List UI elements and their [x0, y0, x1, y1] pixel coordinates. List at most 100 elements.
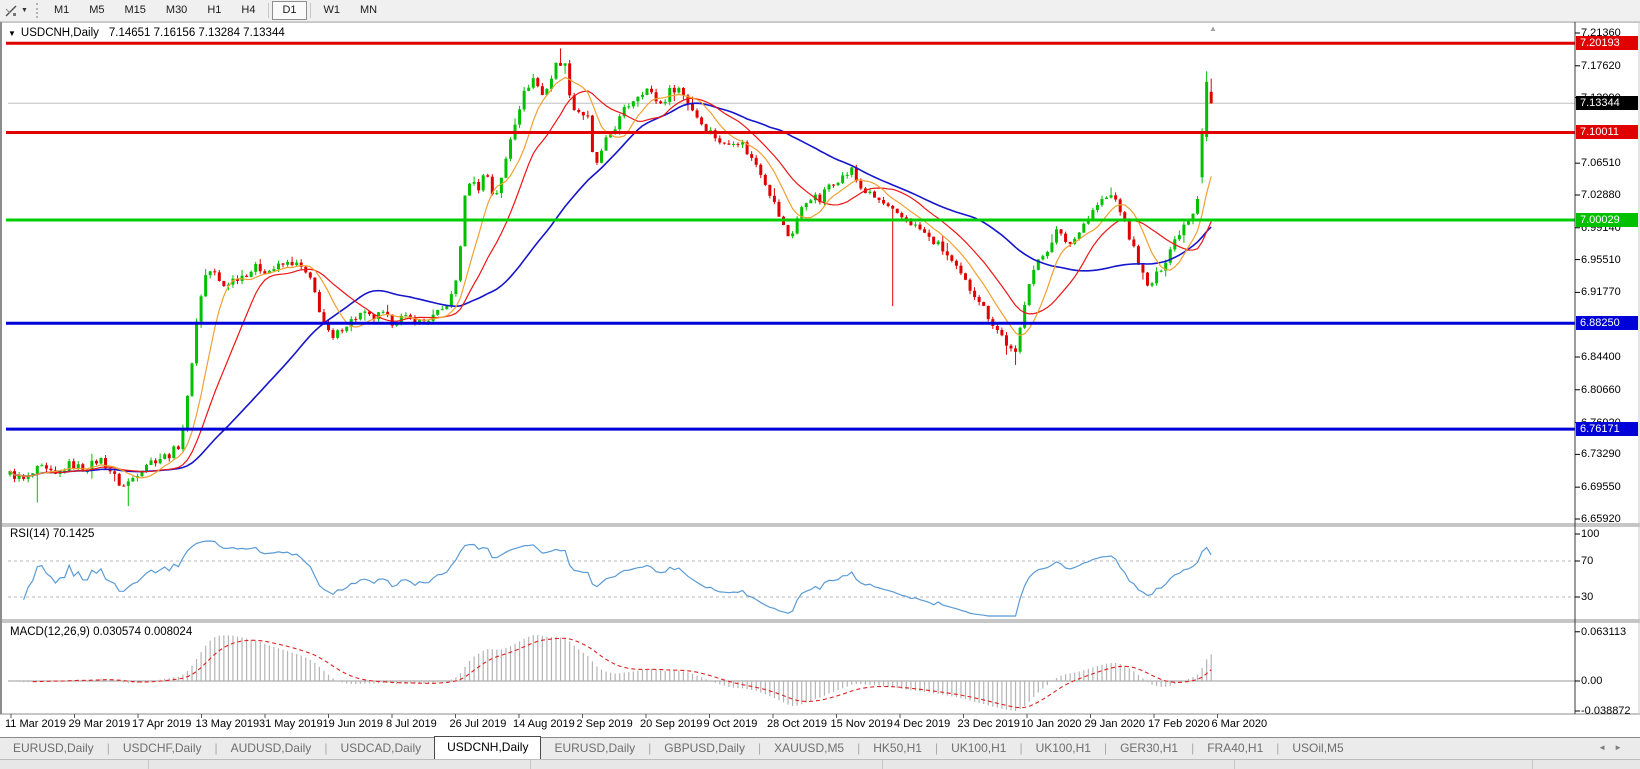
- price-badge-7.20193: 7.20193: [1576, 36, 1638, 51]
- chart-tab-uk100-h1[interactable]: UK100,H1: [1035, 741, 1091, 755]
- chart-tab-usdchf-daily[interactable]: USDCHF,Daily: [122, 741, 202, 755]
- chart-tab-usdcnh-daily[interactable]: USDCNH,Daily: [434, 736, 542, 759]
- timeframe-button-m30[interactable]: M30: [165, 4, 188, 16]
- tab-separator: |: [1103, 741, 1108, 755]
- price-tick-label: 7.02880: [1581, 188, 1621, 201]
- timeframe-button-w1[interactable]: W1: [323, 4, 341, 16]
- tab-separator: |: [106, 741, 110, 755]
- ma-fast-line: [9, 76, 1212, 479]
- chart-tab-hk50-h1[interactable]: HK50,H1: [873, 741, 922, 755]
- price-badge-6.76171: 6.76171: [1576, 422, 1638, 437]
- price-tick-label: 6.95510: [1581, 253, 1621, 266]
- status-divider: [1234, 760, 1235, 769]
- date-label: 31 May 2019: [259, 718, 323, 730]
- tab-separator: |: [648, 741, 652, 755]
- chart-tab-ger30-h1[interactable]: GER30,H1: [1120, 741, 1179, 755]
- date-label: 4 Dec 2019: [894, 718, 951, 730]
- tab-separator: |: [757, 741, 762, 755]
- status-bar: [0, 759, 1640, 769]
- collapse-triangle-icon[interactable]: ▼: [8, 28, 16, 38]
- tab-separator: |: [857, 741, 861, 755]
- candlesticks: [8, 48, 1213, 507]
- price-tick-label: 6.69550: [1581, 481, 1621, 494]
- cursor-tool-dropdown-icon[interactable]: ▼: [21, 7, 28, 14]
- timeframe-button-mn[interactable]: MN: [360, 4, 378, 16]
- status-divider: [148, 760, 149, 769]
- chart-title-bar: ▼ USDCNH,Daily 7.14651 7.16156 7.13284 7…: [8, 26, 285, 40]
- price-badge-7.10011: 7.10011: [1576, 125, 1638, 140]
- toolbar-grip[interactable]: [35, 3, 38, 18]
- status-divider: [530, 760, 531, 769]
- cursor-tool-icon[interactable]: [2, 3, 20, 19]
- macd-label: MACD(12,26,9) 0.030574 0.008024: [10, 626, 193, 638]
- tab-scroll-arrows: ◄►: [1598, 743, 1630, 752]
- rsi-label: RSI(14) 70.1425: [10, 528, 95, 540]
- date-label: 8 Jul 2019: [386, 718, 437, 730]
- date-label: 10 Jan 2020: [1021, 718, 1082, 730]
- ma-medium-line: [9, 90, 1212, 477]
- tab-separator: |: [1276, 741, 1280, 755]
- price-tick-label: 6.91770: [1581, 286, 1621, 299]
- timeframe-button-group: M1 M5 M15 M30 H1 H4 D1 W1 MN: [44, 1, 387, 20]
- macd-tick-label: 0.00: [1581, 675, 1603, 687]
- date-label: 6 Mar 2020: [1211, 718, 1268, 730]
- tab-separator: |: [214, 741, 218, 755]
- date-label: 29 Jan 2020: [1084, 718, 1146, 730]
- date-label: 9 Oct 2019: [703, 718, 758, 730]
- chart-shift-marker-icon[interactable]: ▲: [1209, 24, 1217, 33]
- tab-separator: |: [1019, 741, 1023, 755]
- price-tick-label: 7.21360: [1581, 27, 1621, 39]
- timeframe-button-d1[interactable]: D1: [272, 1, 307, 20]
- date-label: 17 Apr 2019: [132, 718, 192, 730]
- chart-tab-gbpusd-daily[interactable]: GBPUSD,Daily: [664, 741, 745, 755]
- price-tick-label: 6.65920: [1581, 512, 1621, 525]
- chart-tab-audusd-daily[interactable]: AUDUSD,Daily: [230, 741, 312, 755]
- date-label: 20 Sep 2019: [640, 718, 703, 730]
- date-label: 2 Sep 2019: [576, 718, 633, 730]
- price-tick-label: 7.06510: [1581, 157, 1621, 170]
- price-badge-7.13344: 7.13344: [1576, 96, 1638, 111]
- date-label: 17 Feb 2020: [1148, 718, 1210, 730]
- macd-tick-label: -0.038872: [1581, 705, 1631, 717]
- chart-tab-uk100-h1[interactable]: UK100,H1: [951, 741, 1007, 755]
- date-label: 14 Aug 2019: [513, 718, 575, 730]
- date-label: 28 Oct 2019: [767, 718, 827, 730]
- chart-tab-xauusd-m5[interactable]: XAUUSD,M5: [774, 741, 845, 755]
- toolbar-separator: [309, 3, 311, 18]
- tab-separator: |: [1191, 741, 1195, 755]
- ma-slow-line: [9, 102, 1212, 477]
- tab-scroll-right-icon[interactable]: ►: [1614, 743, 1630, 752]
- status-divider: [1532, 760, 1533, 769]
- chart-tab-fra40-h1[interactable]: FRA40,H1: [1207, 741, 1264, 755]
- chart-tab-eurusd-daily[interactable]: EURUSD,Daily: [554, 741, 636, 755]
- timeframe-button-h4[interactable]: H4: [241, 4, 256, 16]
- date-label: 19 Jun 2019: [322, 718, 384, 730]
- price-tick-label: 6.84400: [1581, 350, 1621, 363]
- chart-title: USDCNH,Daily: [20, 27, 99, 39]
- timeframe-button-m1[interactable]: M1: [53, 4, 70, 16]
- chart-tab-usoil-m5[interactable]: USOil,M5: [1292, 741, 1344, 755]
- rsi-tick-label: 70: [1581, 555, 1594, 567]
- date-label: 26 Jul 2019: [449, 718, 507, 730]
- rsi-tick-label: 30: [1581, 591, 1594, 603]
- timeframe-button-m15[interactable]: M15: [124, 4, 146, 16]
- status-divider: [882, 760, 883, 769]
- price-badge-6.88250: 6.88250: [1576, 316, 1638, 331]
- tab-scroll-left-icon[interactable]: ◄: [1598, 743, 1615, 752]
- cursor-tool-glyph: [5, 4, 17, 17]
- price-tick-label: 7.17620: [1581, 59, 1621, 72]
- timeframe-button-m5[interactable]: M5: [89, 4, 105, 16]
- date-label: 13 May 2019: [195, 718, 260, 730]
- chart-tab-bar: EURUSD,Daily | USDCHF,Daily | AUDUSD,Daily | U…: [0, 736, 1640, 759]
- tab-separator: |: [324, 741, 328, 755]
- chart-tab-eurusd-daily[interactable]: EURUSD,Daily: [13, 741, 94, 755]
- price-chart-canvas[interactable]: [0, 22, 1640, 722]
- toolbar: ▼ M1 M5 M15 M30 H1 H4 D1 W1 MN: [0, 0, 1640, 22]
- chart-ohlc-values: 7.14651 7.16156 7.13284 7.13344: [108, 27, 285, 39]
- chart-tab-usdcad-daily[interactable]: USDCAD,Daily: [340, 741, 422, 755]
- macd-signal-line: [32, 637, 1212, 709]
- timeframe-button-h1[interactable]: H1: [207, 4, 222, 16]
- date-label: 23 Dec 2019: [957, 718, 1020, 730]
- date-label: 11 Mar 2019: [5, 718, 66, 730]
